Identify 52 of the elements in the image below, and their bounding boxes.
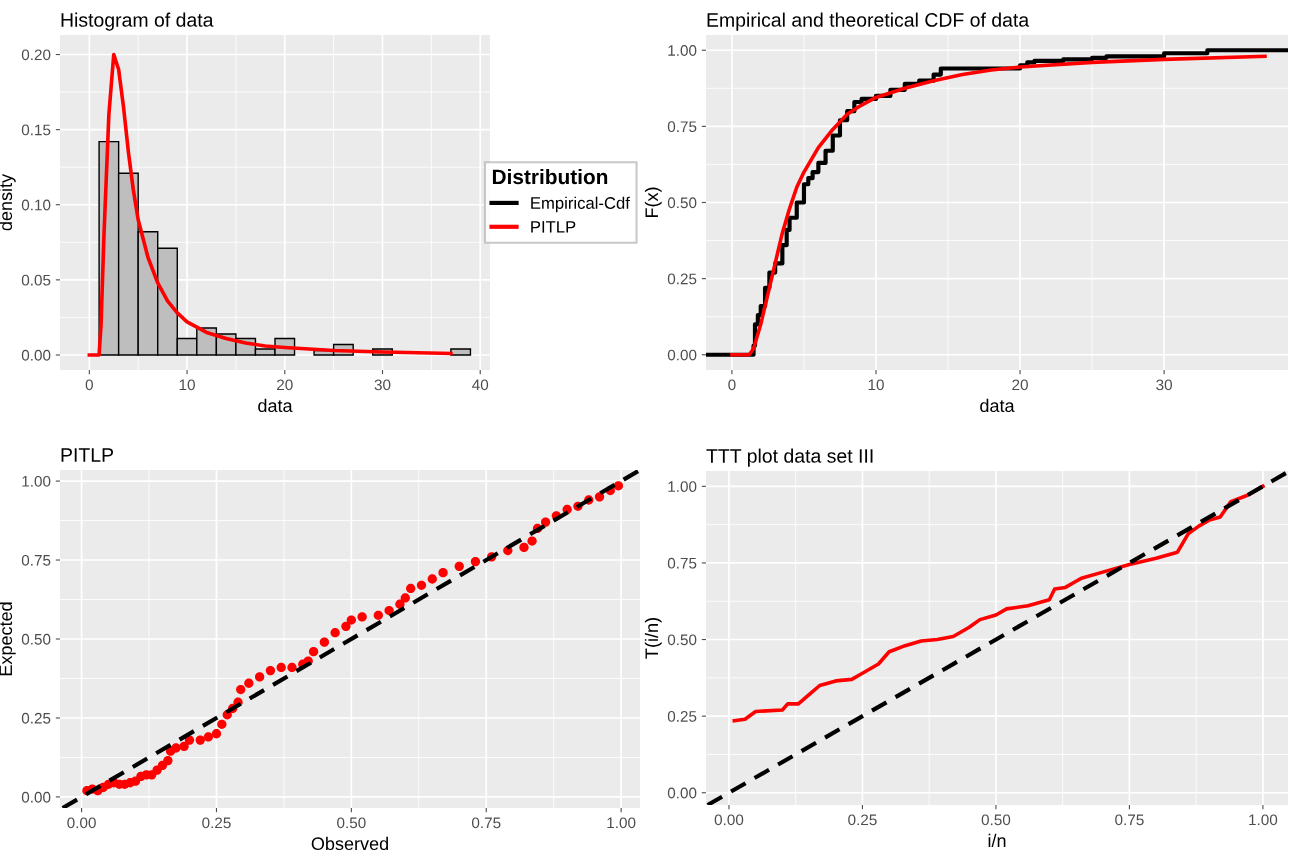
y-tick-label: 0.00 [667,787,697,799]
x-tick-label: 0.25 [202,817,231,829]
x-tick-label: 0.50 [981,814,1011,826]
chart-title: TTT plot data set III [706,448,873,467]
chart-title: PITLP [61,448,114,462]
x-tick-label: 30 [374,379,391,391]
y-tick-label: 0.10 [21,199,51,211]
x-tick-label: 1.00 [1249,814,1278,826]
y-tick-label: 0.05 [21,274,51,286]
x-tick-label: 1.00 [607,817,636,829]
chart-title: Empirical and theoretical CDF of data [707,12,1030,31]
y-tick-label: 0.50 [21,633,51,645]
y-axis-title: T(i/n) [644,618,662,659]
y-tick-label: 0.20 [21,49,51,61]
y-tick-label: 0.50 [667,197,697,209]
x-tick-label: 0 [85,379,93,391]
y-tick-label: 1.00 [668,45,697,56]
y-tick-label: 0.15 [21,124,51,136]
x-tick-label: 40 [472,379,489,391]
x-tick-label: 10 [868,379,884,391]
x-axis-title: i/n [988,833,1006,848]
legend-title: Distribution [492,168,608,185]
x-tick-label: 0.75 [1115,814,1144,826]
legend-label: Empirical-Cdf [531,196,630,213]
y-tick-label: 0.75 [667,557,697,569]
y-tick-label: 0.25 [21,712,51,724]
x-axis-title: data [258,398,293,413]
x-tick-label: 20 [1012,379,1028,391]
y-tick-label: 1.00 [22,475,51,487]
y-tick-label: 0.00 [667,349,697,361]
y-tick-label: 1.00 [668,481,697,493]
x-tick-label: 0.00 [714,814,744,826]
x-tick-label: 30 [1156,379,1173,391]
x-tick-label: 0.00 [67,817,96,829]
chart-title: Histogram of data [61,12,214,31]
y-tick-label: 0.75 [667,121,697,133]
y-tick-label: 0.50 [667,634,697,646]
y-tick-label: 0.00 [21,349,51,361]
x-axis-title: Observed [311,836,388,851]
x-tick-label: 10 [179,379,195,391]
x-tick-label: 0.25 [848,814,877,826]
x-tick-label: 0 [728,379,736,391]
y-tick-label: 0.00 [21,791,51,803]
y-tick-label: 0.25 [667,273,697,285]
x-tick-label: 0.50 [337,817,366,829]
x-tick-label: 0.75 [471,817,501,829]
y-tick-label: 0.75 [21,554,51,566]
y-tick-label: 0.25 [667,711,697,722]
x-tick-label: 20 [277,379,293,391]
y-axis-title: F(x) [644,187,662,218]
x-axis-title: data [980,398,1015,413]
legend-label: PITLP [531,221,576,233]
